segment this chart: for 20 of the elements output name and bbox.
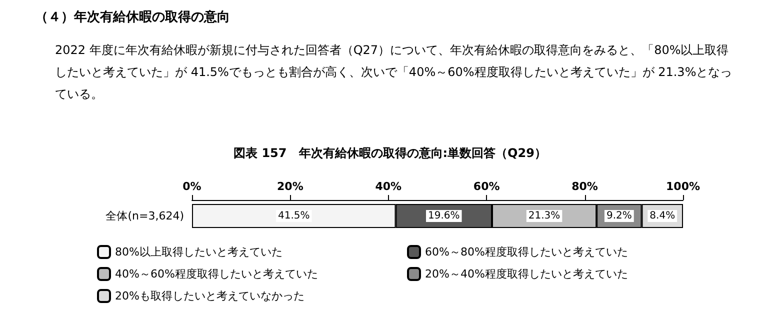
data-label: 19.6%	[428, 210, 460, 222]
x-tick-label: 20%	[277, 180, 304, 193]
data-label: 21.3%	[528, 210, 560, 222]
legend-label: 60%～80%程度取得したいと考えていた	[425, 246, 628, 258]
legend-label: 40%～60%程度取得したいと考えていた	[115, 268, 318, 280]
legend-label: 20%～40%程度取得したいと考えていた	[425, 268, 628, 280]
x-tick-label: 40%	[375, 180, 402, 193]
x-tick-label: 0%	[182, 180, 202, 193]
data-label: 9.2%	[606, 210, 632, 222]
chart-title: （４）年次有給休暇の取得の意向	[35, 9, 230, 25]
legend-label: 20%も取得したいと考えていなかった	[115, 290, 304, 302]
text: 図表 157 年次有給休暇の取得の意向:単数回答（Q29）	[234, 146, 546, 160]
x-tick-label: 80%	[572, 180, 598, 193]
chart-subtitle: 2022 年度に年次有給休暇が新規に付与された回答者（Q27）について、年次有給休暇の取得意向をみると、「80%以上取得したいと考えていた」が 41.5%でもっとも割合が高く、次いで「40%～60%程度取得したいと考えていた」が 21.3%となっている。	[55, 43, 732, 101]
y-tick-label: 全体(n=3,624)	[106, 210, 184, 222]
data-label: 41.5%	[278, 210, 310, 222]
x-tick-label: 60%	[473, 180, 500, 193]
data-label: 8.4%	[650, 210, 676, 222]
legend-label: 80%以上取得したいと考えていた	[115, 246, 282, 258]
x-tick-label: 100%	[666, 180, 700, 193]
